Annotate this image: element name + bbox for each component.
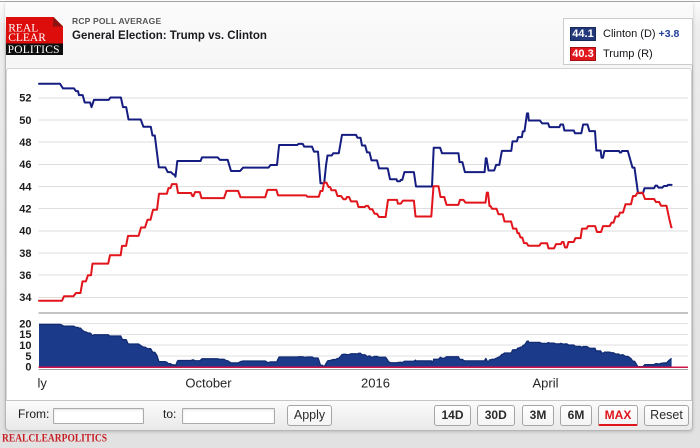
svg-text:5: 5 — [25, 351, 31, 363]
svg-text:ly: ly — [38, 376, 48, 391]
svg-text:10: 10 — [19, 340, 31, 352]
svg-text:48: 48 — [19, 137, 31, 149]
svg-text:2016: 2016 — [361, 376, 390, 391]
svg-text:0: 0 — [25, 362, 31, 374]
svg-text:15: 15 — [19, 329, 31, 341]
svg-text:April: April — [532, 376, 558, 391]
svg-text:38: 38 — [19, 248, 31, 260]
svg-text:REAL: REAL — [8, 23, 38, 35]
svg-text:44: 44 — [19, 181, 32, 193]
svg-text:46: 46 — [19, 159, 31, 171]
svg-text:50: 50 — [19, 115, 31, 127]
svg-text:52: 52 — [19, 93, 31, 105]
svg-text:October: October — [185, 376, 232, 391]
svg-text:36: 36 — [19, 270, 31, 282]
svg-text:34: 34 — [19, 292, 32, 304]
svg-text:40: 40 — [19, 226, 31, 238]
svg-text:POLITICS: POLITICS — [8, 44, 60, 55]
svg-text:CLEAR: CLEAR — [8, 32, 46, 44]
svg-text:42: 42 — [19, 204, 31, 216]
svg-text:20: 20 — [19, 318, 31, 330]
